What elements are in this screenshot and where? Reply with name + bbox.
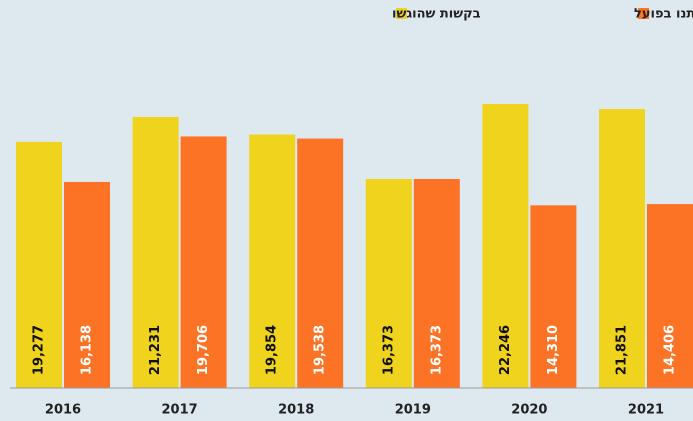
value-label: 16,373 [429,325,444,375]
bar [482,104,529,388]
bar [16,141,62,388]
x-tick-label: 2017 [162,403,198,418]
value-label: 21,231 [148,325,163,375]
value-label: 14,310 [546,325,561,375]
bar [413,178,460,388]
bar [599,109,645,389]
bar [647,204,693,388]
legend-swatch [638,8,649,19]
bar [64,181,110,388]
value-label: 19,706 [196,325,211,375]
value-label: 14,406 [663,325,678,375]
bar [297,138,344,388]
value-label: 16,373 [381,325,396,375]
value-label: 19,854 [265,325,280,375]
x-tick-label: 2018 [278,403,314,418]
x-tick-label: 2021 [628,403,664,418]
value-label: 16,138 [80,325,95,375]
value-label: 21,851 [615,325,630,375]
value-label: 19,277 [32,325,47,375]
x-tick-label: 2020 [511,403,547,418]
x-tick-label: 2016 [45,403,81,418]
bar [132,116,179,389]
bar [180,136,227,388]
bar [249,134,296,388]
bar [365,178,412,388]
legend-label: בקשות שהוגשו [392,7,481,22]
value-label: 22,246 [498,325,513,375]
x-tick-label: 2019 [395,403,431,418]
bar [530,205,577,388]
legend-swatch [396,8,407,19]
value-label: 19,538 [313,325,328,375]
legend-label: צווים שניתנו בפועל [634,7,693,22]
